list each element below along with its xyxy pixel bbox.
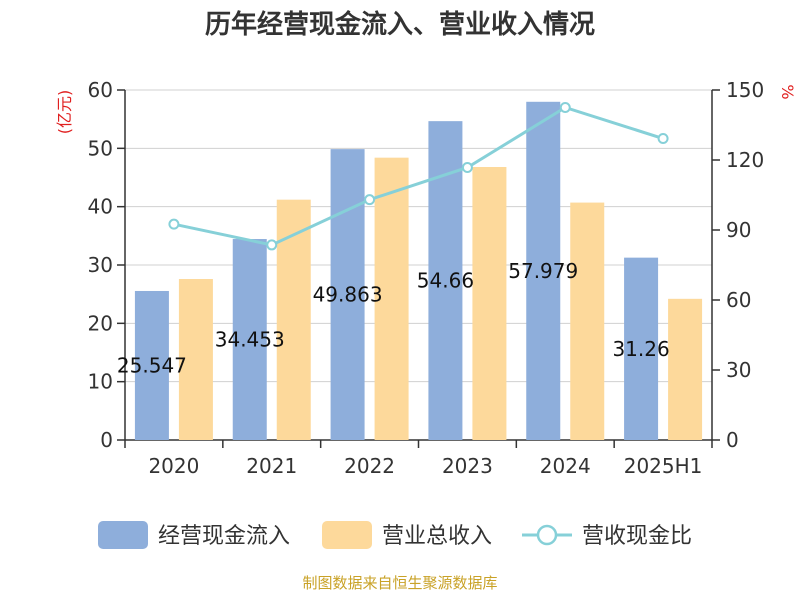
left-axis-unit: (亿元) bbox=[55, 90, 74, 135]
right-tick-label: 60 bbox=[726, 288, 751, 312]
bar-cash-inflow bbox=[330, 149, 365, 440]
ratio-line bbox=[173, 105, 664, 247]
data-label: 25.547 bbox=[117, 353, 187, 377]
chart-title: 历年经营现金流入、营业收入情况 bbox=[205, 9, 595, 40]
legend-line-marker bbox=[536, 524, 558, 546]
ratio-point bbox=[657, 133, 669, 145]
x-tick-label: 2020 bbox=[148, 454, 199, 478]
x-axis: 2020 2021 2022 2023 2024 2025H1 bbox=[124, 439, 713, 478]
x-tick-label: 2022 bbox=[344, 454, 395, 478]
legend-label: 营收现金比 bbox=[582, 524, 692, 549]
bar-revenue bbox=[374, 157, 409, 440]
left-tick-label: 50 bbox=[88, 136, 113, 160]
ratio-point bbox=[364, 194, 376, 206]
left-axis: 0 10 20 30 40 50 60 bbox=[88, 78, 126, 452]
x-tick-label: 2024 bbox=[540, 454, 591, 478]
source-note: 制图数据来自恒生聚源数据库 bbox=[302, 574, 497, 592]
x-tick-label: 2023 bbox=[442, 454, 493, 478]
left-tick-label: 0 bbox=[100, 428, 113, 452]
data-labels: 25.547 34.453 49.863 54.66 57.979 31.26 bbox=[117, 259, 670, 378]
bar-cash-inflow bbox=[232, 239, 267, 440]
bars bbox=[134, 101, 703, 441]
line-series bbox=[168, 102, 669, 251]
left-tick-label: 10 bbox=[88, 370, 113, 394]
right-tick-label: 120 bbox=[726, 148, 764, 172]
right-tick-label: 30 bbox=[726, 358, 751, 382]
right-tick-label: 0 bbox=[726, 428, 739, 452]
bar-revenue bbox=[472, 167, 507, 440]
legend-label: 营业总收入 bbox=[382, 524, 492, 549]
bar-cash-inflow bbox=[134, 290, 169, 440]
left-tick-label: 20 bbox=[88, 311, 113, 335]
bar-revenue bbox=[668, 298, 703, 440]
x-tick-label: 2025H1 bbox=[624, 454, 703, 478]
x-tick-label: 2021 bbox=[246, 454, 297, 478]
data-label: 57.979 bbox=[508, 259, 578, 283]
data-label: 34.453 bbox=[215, 328, 285, 352]
data-label: 31.26 bbox=[612, 337, 669, 361]
ratio-point bbox=[266, 239, 278, 251]
legend: 经营现金流入 营业总收入 营收现金比 bbox=[98, 521, 692, 549]
bar-cash-inflow bbox=[526, 101, 561, 440]
left-tick-label: 60 bbox=[88, 78, 113, 102]
right-tick-label: 150 bbox=[726, 78, 764, 102]
bar-revenue bbox=[178, 279, 213, 440]
legend-swatch bbox=[98, 521, 148, 549]
right-axis-unit: % bbox=[778, 84, 797, 99]
ratio-point bbox=[559, 102, 571, 113]
right-axis: 0 30 60 90 120 150 bbox=[711, 78, 764, 452]
right-tick-label: 90 bbox=[726, 218, 751, 242]
legend-label: 经营现金流入 bbox=[158, 524, 290, 549]
grid-lines bbox=[125, 89, 712, 383]
ratio-point bbox=[461, 161, 473, 173]
left-tick-label: 40 bbox=[88, 195, 113, 219]
data-label: 54.66 bbox=[417, 269, 474, 293]
bar-cash-inflow bbox=[624, 257, 659, 440]
data-label: 49.863 bbox=[313, 283, 383, 307]
legend-swatch bbox=[322, 521, 372, 549]
bar-revenue bbox=[570, 202, 605, 440]
left-tick-label: 30 bbox=[88, 253, 113, 277]
ratio-point bbox=[168, 218, 180, 230]
